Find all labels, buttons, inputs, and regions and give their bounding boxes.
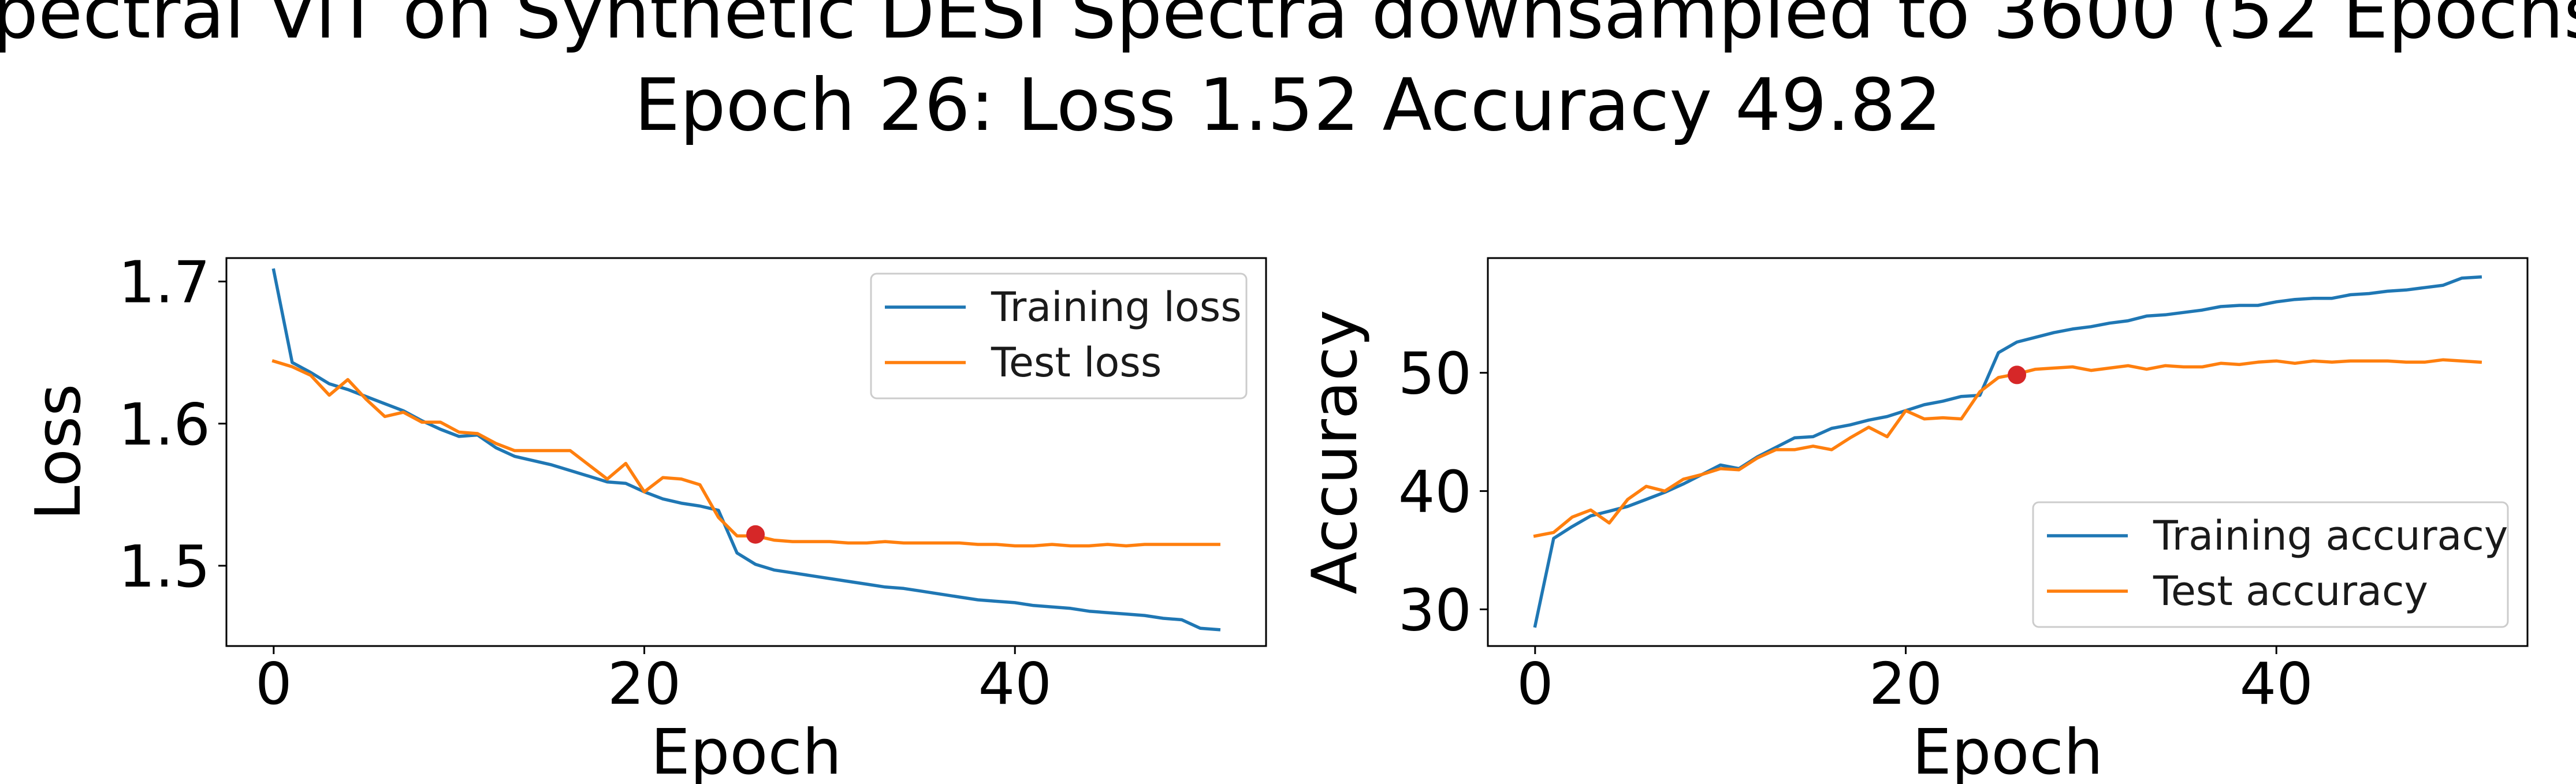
- legend-box: [870, 272, 1248, 400]
- axes-frame: [225, 257, 1267, 647]
- y-axis-label: Loss: [23, 384, 95, 521]
- series-line-training: [271, 268, 1221, 632]
- axes-frame: [1487, 257, 2529, 647]
- x-axis-label: Epoch: [651, 716, 842, 784]
- legend: Training loss Test loss: [870, 272, 1248, 400]
- legend-label: Training loss: [991, 283, 1242, 331]
- x-tick-label: 0: [1517, 650, 1554, 718]
- y-tick-label: 1.7: [118, 249, 210, 316]
- loss-chart: 0 20 40 1.5 1.6 1.7 Epoch Loss Training loss Test…: [23, 249, 1267, 784]
- legend-label: Test loss: [991, 339, 1162, 386]
- y-tick-label: 1.5: [118, 533, 210, 600]
- series-line-training: [1533, 275, 2482, 628]
- accuracy-chart: 0 20 40 30 40 50 Epoch Accuracy Training accurac…: [1299, 257, 2529, 784]
- series-line-test: [271, 359, 1220, 548]
- x-tick-label: 20: [1869, 650, 1942, 718]
- legend: Training accuracy Test accuracy: [2032, 501, 2509, 628]
- current-epoch-marker: [746, 525, 765, 544]
- legend-label: Test accuracy: [2153, 568, 2428, 615]
- y-axis-label: Accuracy: [1299, 309, 1371, 594]
- legend-label: Training accuracy: [2153, 512, 2508, 559]
- x-axis-label: Epoch: [1912, 716, 2104, 784]
- figure-title-line-2: Epoch 26: Loss 1.52 Accuracy 49.82: [634, 64, 1942, 147]
- x-tick-label: 40: [2240, 650, 2313, 718]
- y-tick-label: 50: [1398, 340, 1472, 408]
- x-tick-label: 20: [608, 650, 681, 718]
- current-epoch-marker: [2008, 365, 2027, 384]
- series-line-test: [1533, 358, 2482, 538]
- x-tick-label: 0: [255, 650, 292, 718]
- figure-title-line-1: Spectral ViT on Synthetic DESI Spectra d…: [0, 0, 2576, 55]
- x-tick-label: 40: [978, 650, 1052, 718]
- y-tick-label: 1.6: [118, 391, 210, 458]
- y-tick-label: 40: [1398, 458, 1472, 526]
- legend-box: [2032, 501, 2509, 628]
- y-tick-label: 30: [1398, 576, 1472, 644]
